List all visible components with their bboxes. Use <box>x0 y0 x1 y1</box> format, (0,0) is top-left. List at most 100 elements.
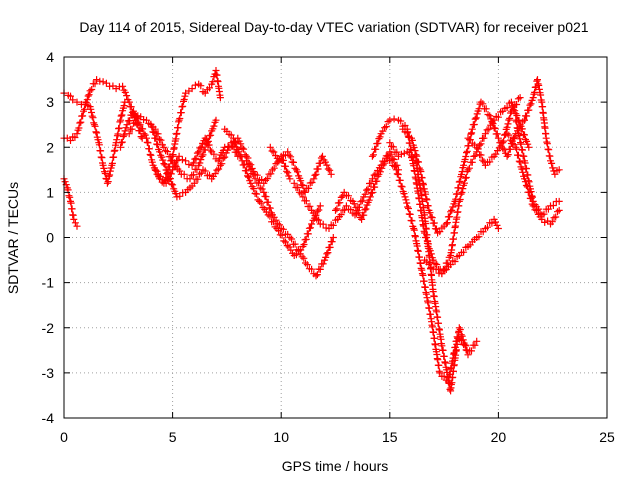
data-point <box>375 135 383 143</box>
data-point <box>382 123 390 131</box>
data-point <box>215 165 223 173</box>
y-tick-label: 1 <box>46 184 54 200</box>
data-point <box>432 265 440 273</box>
data-point <box>457 190 465 198</box>
data-point <box>513 101 521 108</box>
data-point <box>430 328 437 336</box>
data-point <box>431 259 439 267</box>
data-point <box>176 192 184 200</box>
data-point <box>256 184 264 192</box>
data-point <box>540 210 548 218</box>
data-point <box>526 101 534 109</box>
data-point <box>88 86 96 93</box>
data-point <box>81 105 88 113</box>
data-point <box>535 81 543 89</box>
data-point <box>520 152 528 160</box>
data-point <box>514 95 522 103</box>
data-point <box>368 152 376 160</box>
data-point <box>290 158 297 166</box>
data-point <box>236 152 244 160</box>
data-point <box>90 119 98 127</box>
data-point <box>216 94 224 102</box>
x-tick-label: 5 <box>169 429 177 445</box>
data-point <box>256 197 263 205</box>
data-point <box>160 160 168 168</box>
data-point <box>368 189 376 196</box>
data-point <box>295 188 303 196</box>
data-point <box>206 84 213 92</box>
data-point <box>415 158 422 166</box>
data-point <box>363 186 371 194</box>
data-point <box>507 136 515 144</box>
data-point <box>88 112 96 120</box>
data-point <box>550 214 558 222</box>
data-point <box>168 180 175 188</box>
data-point <box>73 98 81 106</box>
data-point <box>351 211 359 219</box>
data-point <box>227 142 235 150</box>
data-point <box>515 132 523 139</box>
data-point <box>201 167 209 175</box>
data-point <box>448 206 456 214</box>
data-point <box>350 200 358 208</box>
data-point <box>513 112 521 119</box>
data-point <box>199 151 207 159</box>
data-point <box>387 150 395 158</box>
data-point <box>481 130 489 138</box>
data-point <box>509 105 517 113</box>
data-point <box>326 243 334 251</box>
data-point <box>394 171 402 178</box>
data-point <box>508 137 516 145</box>
y-axis-label: SDTVAR / TECUs <box>5 182 21 294</box>
data-point <box>442 220 450 228</box>
data-point <box>282 162 289 170</box>
data-point <box>68 205 76 213</box>
data-point <box>365 196 373 204</box>
data-point <box>181 92 189 100</box>
data-point <box>406 210 414 218</box>
data-point <box>71 134 79 141</box>
data-point <box>422 195 430 203</box>
data-point <box>308 179 316 186</box>
data-point <box>96 77 104 85</box>
data-point <box>483 126 491 134</box>
data-point <box>120 102 128 110</box>
data-point <box>493 221 501 229</box>
data-point <box>514 124 522 132</box>
data-point <box>503 130 511 138</box>
data-point <box>310 175 318 183</box>
data-point <box>190 179 198 187</box>
data-point <box>415 164 423 172</box>
data-point <box>182 157 190 165</box>
data-point <box>491 125 499 132</box>
data-point <box>210 122 218 130</box>
data-point <box>423 231 431 239</box>
data-point <box>423 196 431 204</box>
data-point <box>180 170 188 178</box>
data-point <box>264 198 272 206</box>
data-point <box>384 152 392 160</box>
data-point <box>237 140 245 148</box>
data-point <box>319 260 327 268</box>
data-point <box>462 153 470 160</box>
data-point <box>255 179 263 187</box>
data-point <box>161 161 169 169</box>
data-point <box>176 167 184 175</box>
data-point <box>372 145 380 153</box>
data-point <box>336 199 344 207</box>
data-point <box>471 115 479 123</box>
data-point <box>188 85 196 93</box>
data-point <box>291 240 299 248</box>
data-point <box>389 155 397 163</box>
data-point <box>408 217 416 225</box>
data-point <box>418 174 426 182</box>
data-point <box>175 152 183 160</box>
data-point <box>231 138 238 146</box>
data-point <box>447 208 455 216</box>
data-point <box>245 173 253 181</box>
data-point <box>315 206 323 214</box>
data-point <box>467 130 475 138</box>
data-point <box>175 116 183 124</box>
data-point <box>446 213 453 221</box>
data-point <box>258 176 266 184</box>
